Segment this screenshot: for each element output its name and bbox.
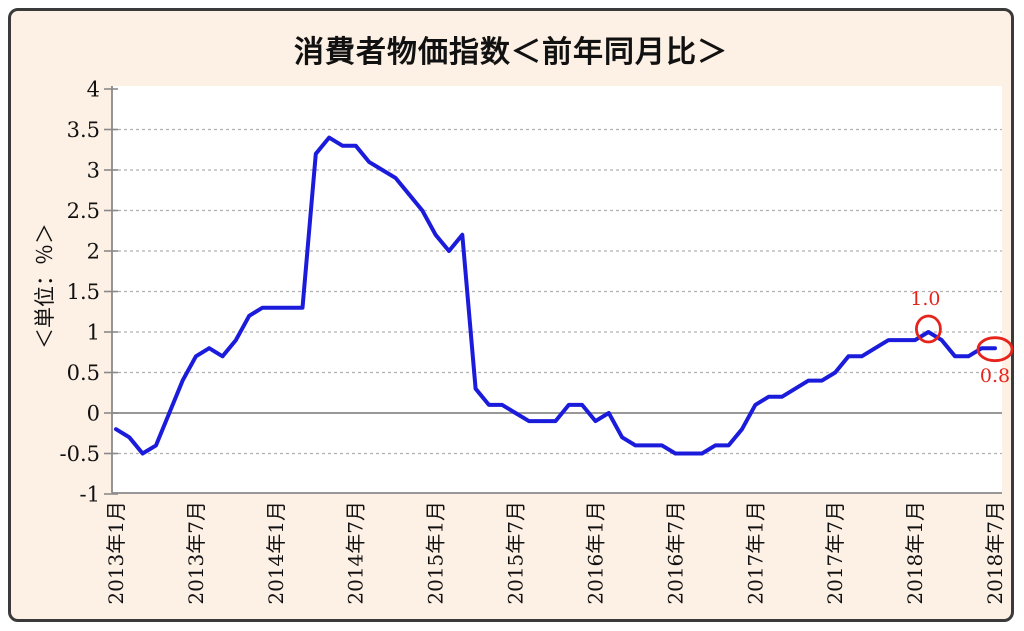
y-tick-label: 2 bbox=[87, 240, 100, 264]
y-tick-label: 0.5 bbox=[67, 361, 100, 385]
annotation-label: 0.8 bbox=[980, 365, 1010, 387]
x-tick-label: 2013年7月 bbox=[184, 501, 208, 605]
x-tick-label: 2018年1月 bbox=[903, 501, 927, 605]
x-tick-label: 2017年7月 bbox=[823, 501, 847, 605]
y-tick-label: 1 bbox=[87, 321, 100, 345]
y-tick-label: 2.5 bbox=[67, 199, 100, 223]
cpi-line bbox=[114, 135, 997, 456]
y-tick-label: 3 bbox=[87, 159, 100, 183]
annotation-label: 1.0 bbox=[910, 288, 940, 310]
x-tick-label: 2015年1月 bbox=[424, 501, 448, 605]
y-tick-label: 3.5 bbox=[67, 118, 100, 142]
chart-title: 消費者物価指数＜前年同月比＞ bbox=[294, 35, 728, 70]
y-tick-label: 4 bbox=[87, 78, 100, 102]
x-tick-label: 2014年1月 bbox=[264, 501, 288, 605]
x-tick-label: 2013年1月 bbox=[104, 501, 128, 605]
y-tick-label: 1.5 bbox=[67, 280, 100, 304]
y-tick-label: 0 bbox=[87, 402, 100, 426]
plot-area bbox=[112, 86, 1002, 493]
annotation-circle bbox=[976, 336, 1014, 363]
x-tick-label: 2016年7月 bbox=[663, 501, 687, 605]
x-tick-label: 2016年1月 bbox=[583, 501, 607, 605]
x-tick-label: 2017年1月 bbox=[743, 501, 767, 605]
y-tick-label: -0.5 bbox=[60, 442, 101, 466]
y-tick-label: -1 bbox=[80, 483, 100, 507]
x-tick-label: 2018年7月 bbox=[983, 501, 1007, 605]
x-tick-label: 2015年7月 bbox=[504, 501, 528, 605]
x-tick-label: 2014年7月 bbox=[344, 501, 368, 605]
annotation-circle bbox=[915, 314, 942, 344]
